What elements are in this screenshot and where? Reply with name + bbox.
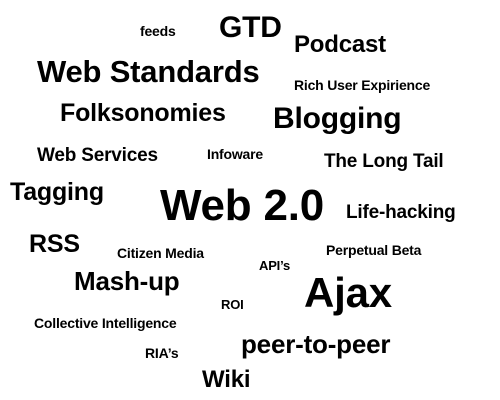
tag-feeds: feeds xyxy=(140,23,176,39)
tag-collective-intelligence: Collective Intelligence xyxy=(34,315,177,331)
tag-blogging: Blogging xyxy=(273,102,402,135)
tag-web-services: Web Services xyxy=(37,145,158,166)
tag-ajax: Ajax xyxy=(304,269,392,316)
tag-folksonomies: Folksonomies xyxy=(60,99,226,127)
tag-apis: API’s xyxy=(259,258,291,273)
tag-rias: RIA’s xyxy=(145,345,179,361)
tag-life-hacking: Life-hacking xyxy=(346,202,456,223)
tag-infoware: Infoware xyxy=(207,146,263,162)
tag-web-standards: Web Standards xyxy=(37,54,260,89)
tag-roi: ROI xyxy=(221,297,244,312)
tag-mash-up: Mash-up xyxy=(74,266,180,296)
tag-perpetual-beta: Perpetual Beta xyxy=(326,242,422,258)
tag-wiki: Wiki xyxy=(202,366,251,393)
tag-rss: RSS xyxy=(29,230,80,258)
tag-long-tail: The Long Tail xyxy=(324,151,444,172)
tag-web-2-0: Web 2.0 xyxy=(160,181,325,230)
tag-peer-to-peer: peer-to-peer xyxy=(241,329,391,359)
tag-tagging: Tagging xyxy=(10,178,104,206)
tag-gtd: GTD xyxy=(219,11,282,44)
tag-citizen-media: Citizen Media xyxy=(117,245,204,261)
tag-podcast: Podcast xyxy=(294,31,386,58)
tag-rich-user-experience: Rich User Expirience xyxy=(294,77,431,93)
